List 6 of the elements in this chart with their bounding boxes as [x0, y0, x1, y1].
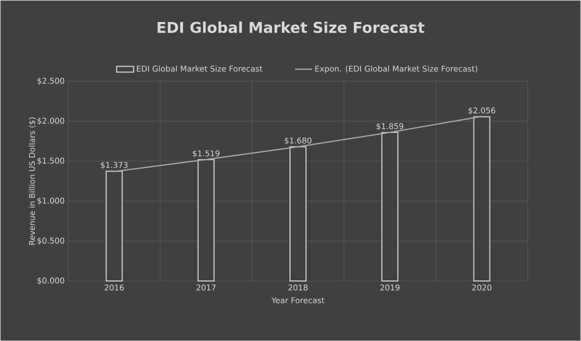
bar — [290, 146, 306, 282]
bar — [198, 159, 215, 282]
chart-title: EDI Global Market Size Forecast — [158, 21, 424, 33]
bar — [381, 132, 398, 282]
bar — [106, 170, 123, 282]
bar — [473, 116, 490, 282]
